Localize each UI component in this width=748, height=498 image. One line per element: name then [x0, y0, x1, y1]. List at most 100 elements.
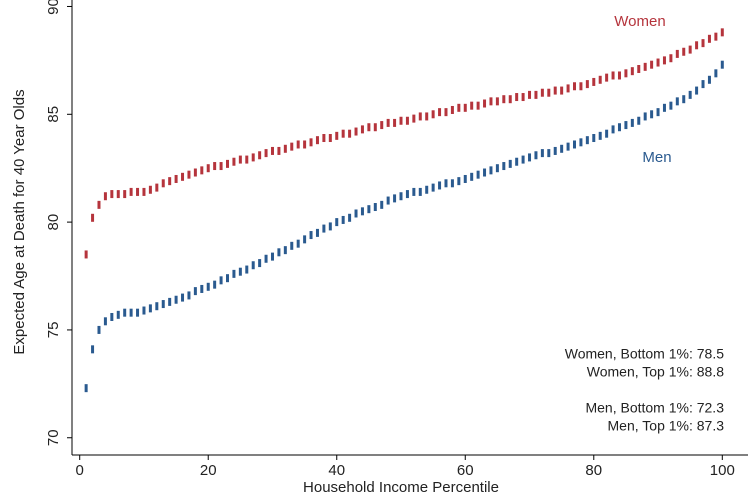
point	[662, 103, 666, 112]
point	[425, 112, 429, 121]
point	[296, 140, 300, 149]
point	[341, 215, 345, 224]
point	[303, 140, 307, 149]
point	[483, 99, 487, 108]
point	[315, 228, 319, 237]
point	[123, 190, 127, 199]
point	[348, 129, 352, 138]
point	[97, 200, 101, 209]
point	[123, 308, 127, 317]
y-tick-label: 70	[45, 429, 62, 446]
point	[707, 75, 711, 84]
x-axis-label: Household Income Percentile	[303, 479, 499, 496]
point	[290, 142, 294, 151]
point	[341, 129, 345, 138]
point	[200, 166, 204, 175]
point	[328, 222, 332, 231]
point	[553, 146, 557, 155]
point	[354, 209, 358, 218]
point	[290, 241, 294, 250]
annotation: Men, Top 1%: 87.3	[608, 418, 725, 434]
point	[521, 93, 525, 102]
point	[335, 131, 339, 140]
point	[200, 284, 204, 293]
point	[650, 60, 654, 69]
point	[605, 129, 609, 138]
point	[418, 112, 422, 121]
point	[283, 246, 287, 255]
point	[682, 95, 686, 104]
point	[656, 58, 660, 67]
point	[283, 144, 287, 153]
point	[354, 127, 358, 136]
point	[489, 97, 493, 106]
point	[206, 164, 210, 173]
point	[264, 254, 268, 263]
point	[322, 134, 326, 143]
point	[168, 297, 172, 306]
point	[630, 67, 634, 76]
point	[508, 159, 512, 168]
point	[129, 308, 133, 317]
point	[386, 196, 390, 205]
x-tick-label: 20	[200, 462, 217, 479]
point	[643, 112, 647, 121]
point	[84, 384, 88, 393]
point	[270, 252, 274, 261]
point	[213, 162, 217, 171]
point	[476, 101, 480, 110]
point	[630, 118, 634, 127]
point	[136, 187, 140, 196]
point	[219, 276, 223, 285]
y-axis-label: Expected Age at Death for 40 Year Olds	[11, 89, 28, 354]
point	[444, 108, 448, 117]
point	[219, 162, 223, 171]
point	[405, 190, 409, 199]
point	[669, 101, 673, 110]
point	[585, 80, 589, 89]
point	[136, 308, 140, 317]
point	[142, 187, 146, 196]
point	[110, 312, 114, 321]
point	[470, 172, 474, 181]
point	[669, 54, 673, 63]
point	[502, 162, 506, 171]
point	[547, 149, 551, 158]
point	[425, 185, 429, 194]
point	[534, 151, 538, 160]
point	[528, 90, 532, 99]
point	[476, 170, 480, 179]
point	[547, 88, 551, 97]
point	[412, 114, 416, 123]
point	[540, 88, 544, 97]
point	[226, 159, 230, 168]
point	[393, 118, 397, 127]
point	[438, 108, 442, 117]
point	[116, 190, 120, 199]
point	[611, 125, 615, 134]
point	[605, 73, 609, 82]
point	[360, 125, 364, 134]
point	[688, 45, 692, 54]
y-tick-label: 85	[45, 106, 62, 123]
point	[360, 207, 364, 216]
point	[637, 65, 641, 74]
point	[463, 103, 467, 112]
point	[450, 105, 454, 114]
point	[238, 155, 242, 164]
point	[258, 151, 262, 160]
point	[470, 101, 474, 110]
point	[579, 82, 583, 91]
point	[129, 187, 133, 196]
point	[322, 224, 326, 233]
point	[116, 310, 120, 319]
point	[695, 86, 699, 95]
point	[463, 174, 467, 183]
point	[251, 153, 255, 162]
point	[566, 84, 570, 93]
point	[675, 49, 679, 58]
point	[187, 170, 191, 179]
point	[682, 47, 686, 56]
point	[380, 121, 384, 130]
point	[193, 168, 197, 177]
